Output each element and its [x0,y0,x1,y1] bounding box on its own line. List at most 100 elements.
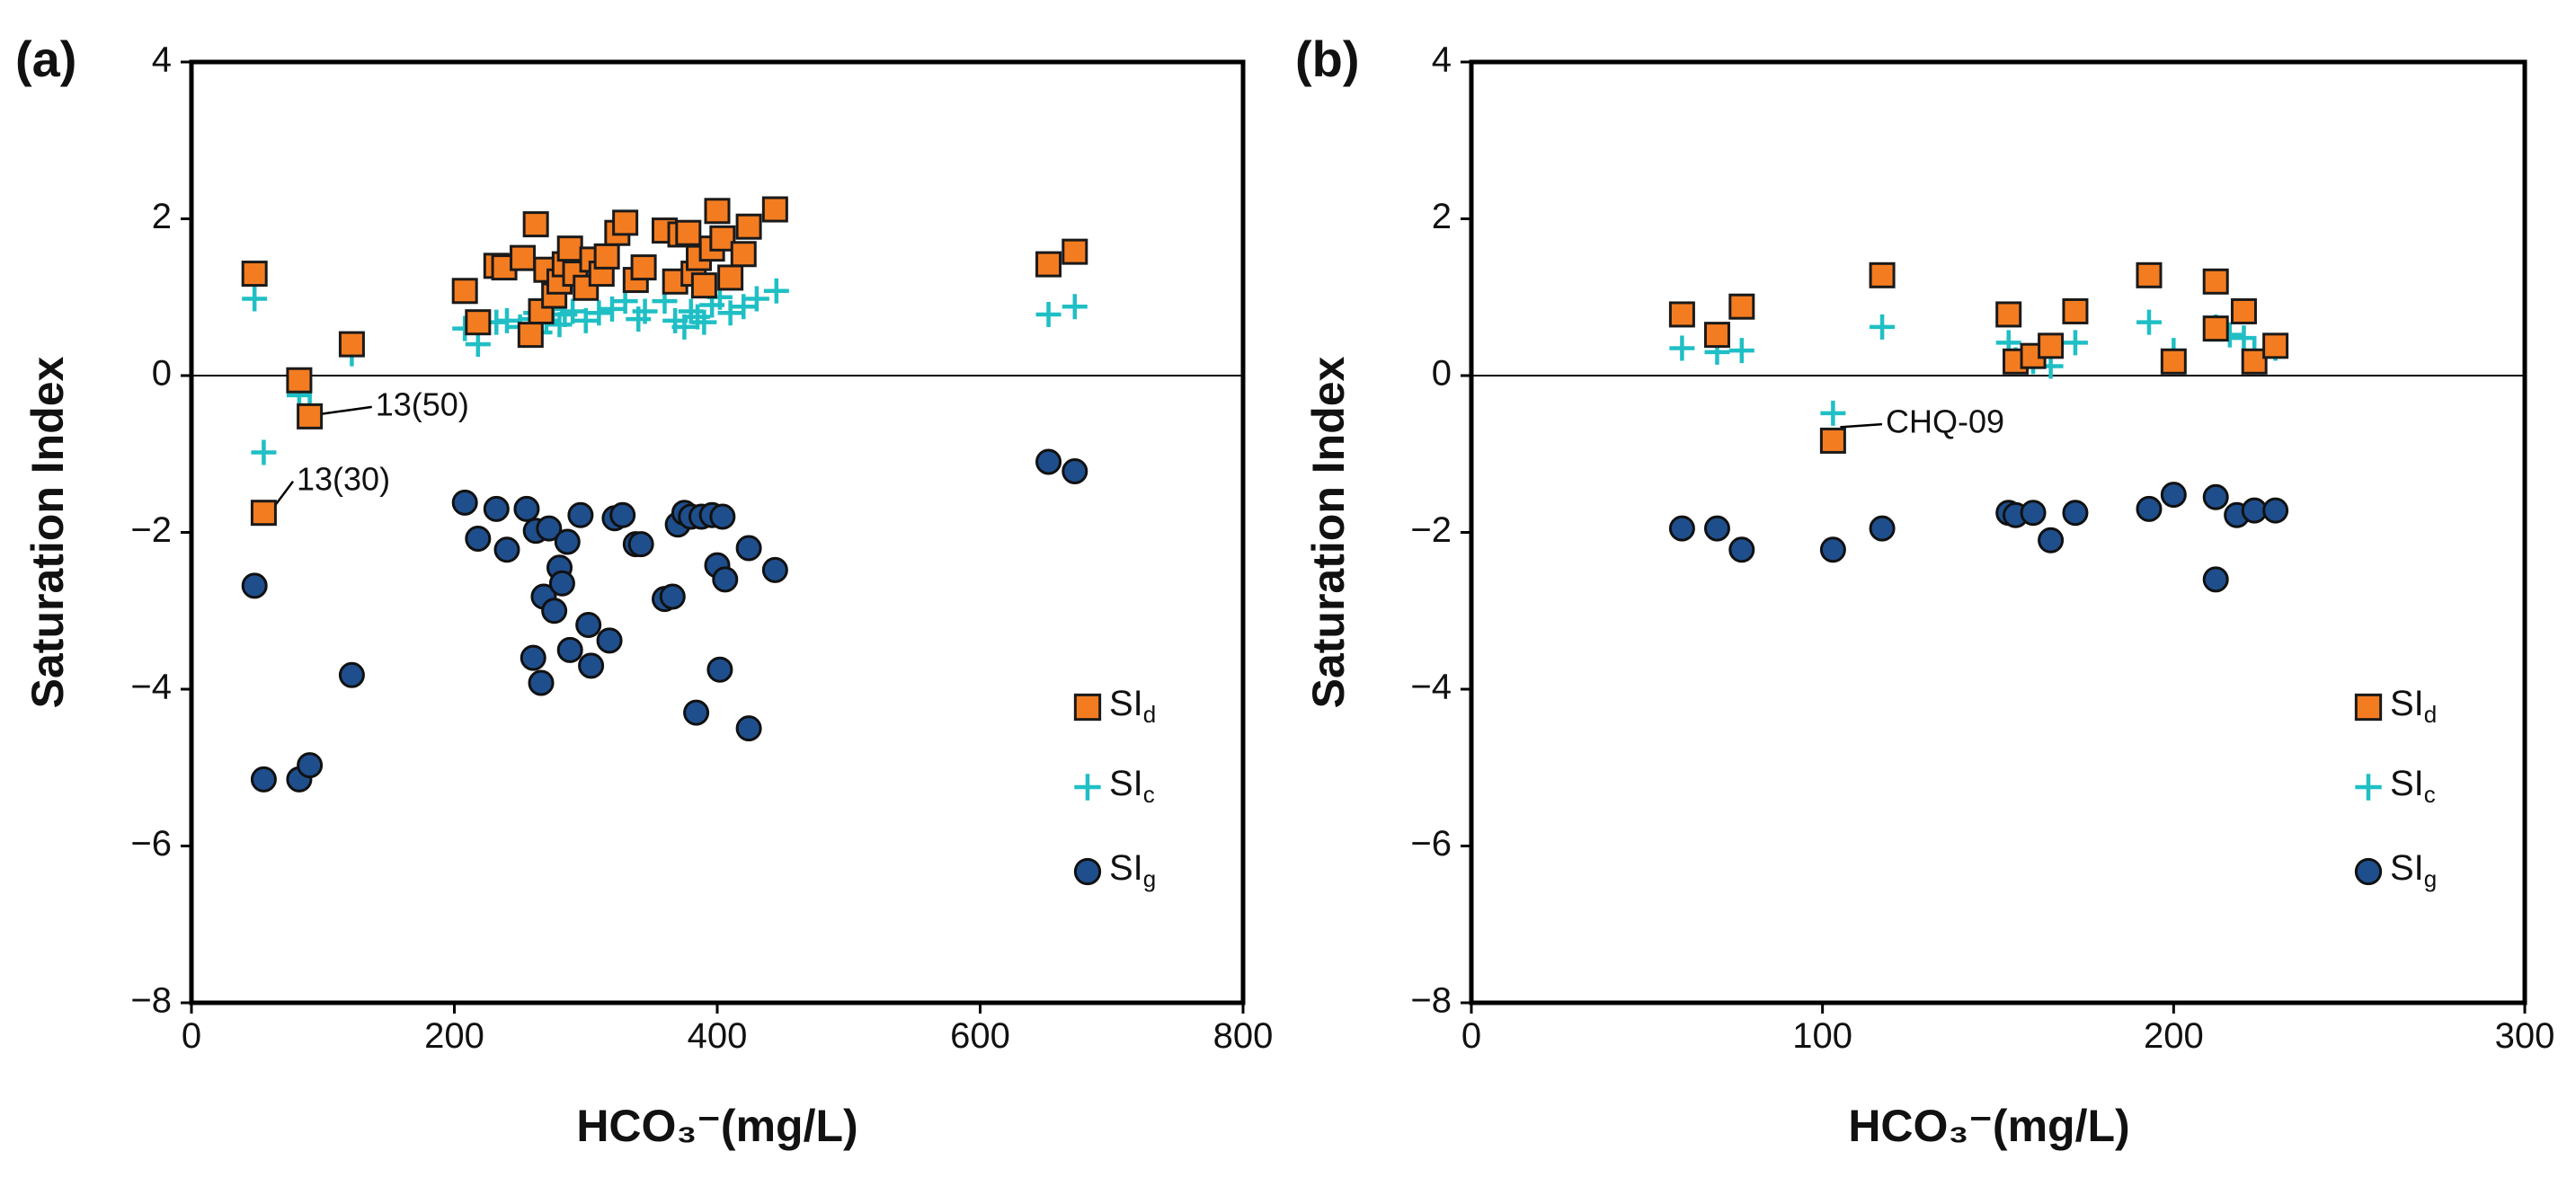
sid-point [735,213,762,240]
sig-point [513,495,540,522]
x-tick-label: 600 [950,1016,1010,1056]
legend-label-subscript: g [1143,865,1156,892]
y-tick-label: 0 [152,354,172,394]
y-tick-label: 2 [152,197,172,236]
sig-point [451,489,478,516]
sid-point [1819,427,1846,454]
sid-point [2202,315,2229,342]
sig-point [493,536,520,563]
y-tick-label: −8 [130,981,172,1021]
legend-label-subscript: d [1143,701,1156,728]
legend-label: SIc [1109,764,1155,808]
sid-point [250,500,277,527]
legend-label: SIg [2390,848,2437,892]
sid-point [338,331,365,358]
legend-label-subscript: g [2424,865,2437,892]
y-tick-label: −2 [1410,510,1452,550]
legend-plus-marker [2355,774,2382,801]
sid-point [2262,332,2289,359]
sid-point [2038,332,2065,359]
sic-point [2231,325,2257,351]
legend-square-marker [1073,693,1102,722]
sig-point [241,572,268,599]
y-tick-label: 4 [1432,40,1452,80]
sig-point [2262,497,2289,524]
sid-point [761,196,788,223]
sid-point [517,322,544,349]
sig-point [627,531,654,558]
legend-label-base: SI [2390,684,2424,723]
legend-square-marker [2354,693,2383,722]
legend-label: SIc [2390,764,2436,808]
sig-point [483,495,510,522]
sid-point [510,244,537,271]
sid-point [556,235,583,262]
sig-point [1819,536,1846,563]
sid-point [451,278,478,305]
x-tick-label: 0 [1461,1016,1481,1056]
sig-point [2136,495,2163,522]
sid-point [2136,261,2163,288]
panel-a: 420−2−4−6−80 200 400 600 800HCO₃⁻(mg/L)Satur… [15,31,1273,1151]
legend-label: SId [1109,684,1156,728]
x-tick-label: 200 [424,1016,484,1056]
legend-label-base: SI [1109,848,1143,888]
sig-point [1728,536,1755,563]
sig-point [1668,515,1695,542]
sid-point [2160,348,2187,375]
annotation-label: 13(30) [297,460,390,497]
y-tick-label: −6 [130,824,172,864]
sid-point [593,243,620,270]
sic-point [1728,338,1754,364]
annotation-label: CHQ-09 [1886,403,2004,440]
sig-point [2038,527,2065,554]
sig-point [250,766,277,793]
sig-point [1061,457,1088,484]
sic-point [743,286,769,312]
sic-point [731,294,757,320]
y-tick-label: 0 [1432,354,1452,394]
sig-point [567,501,594,528]
sig-point [1035,448,1062,475]
y-tick-label: 4 [152,40,172,80]
sig-point [2160,482,2187,509]
panel-label: (a) [15,31,76,87]
sig-point [761,556,788,583]
sig-point [712,566,739,593]
sid-point [2062,297,2089,324]
sig-point [1869,515,1896,542]
legend-circle-marker [1073,857,1102,886]
sid-point [522,211,549,238]
y-tick-label: −6 [1410,824,1452,864]
x-axis-title: HCO₃⁻(mg/L) [576,1101,857,1151]
sic-point [1820,400,1846,426]
sid-point [704,198,731,225]
sid-point [730,241,757,268]
sic-point [465,332,491,358]
annotation-label: 13(50) [376,385,469,422]
sig-point [548,570,575,597]
sig-point [556,636,583,663]
sid-point [1869,261,1896,288]
panel-b: 420−2−4−6−80 100 200 300HCO₃⁻(mg/L)Saturati… [1295,31,2554,1151]
sid-point [1061,238,1088,265]
sid-point [612,209,639,236]
sig-point [706,656,733,683]
sig-point [659,583,686,610]
sid-point [2241,348,2268,375]
sic-point [586,300,612,326]
sic-point [717,300,743,326]
sic-point [1061,294,1088,320]
y-tick-label: −8 [1410,981,1452,1021]
sig-point [2202,566,2229,593]
legend-label-subscript: c [2424,781,2436,808]
sig-point [297,752,324,779]
panel-label: (b) [1295,31,1360,87]
sic-point [242,286,268,312]
sid-point [662,268,688,295]
sic-point [494,307,520,333]
sic-point [1870,314,1896,340]
sig-point [1703,515,1730,542]
x-tick-label: 0 [182,1016,201,1056]
